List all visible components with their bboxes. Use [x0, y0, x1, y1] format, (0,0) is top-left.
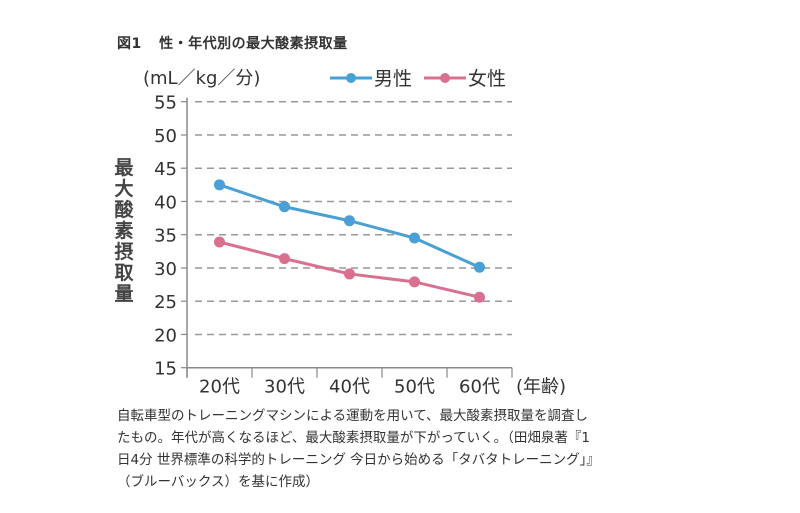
data-point-female: [279, 253, 290, 265]
series-group: [214, 179, 485, 303]
figure-number: 図1: [117, 36, 142, 52]
axes: [181, 97, 513, 378]
legend-male: 男性: [330, 64, 412, 91]
y-unit-label: (mL／kg／分): [143, 68, 261, 89]
x-axis-label: (年齢): [516, 377, 566, 398]
y-tick-label: 35: [154, 226, 177, 247]
x-tick-label: 30代: [264, 377, 305, 398]
y-axis-label: 最大酸素摂取量: [114, 157, 134, 305]
x-tick-label: 50代: [394, 377, 435, 398]
figure-caption: 自転車型のトレーニングマシンによる運動を用いて、最大酸素摂取量を調査したもの。年…: [117, 408, 594, 490]
legend-male-label: 男性: [374, 68, 413, 90]
data-point-female: [344, 268, 355, 280]
y-tick-label: 50: [154, 126, 177, 147]
x-tick-label: 20代: [199, 377, 240, 398]
y-tick-label: 15: [154, 359, 177, 380]
legend-female-label: 女性: [468, 68, 507, 90]
data-point-male: [279, 201, 290, 213]
legend-male-marker: [330, 72, 372, 83]
figure-title-text: 性・年代別の最大酸素摂取量: [159, 36, 348, 52]
data-point-female: [214, 236, 225, 248]
x-tick-label: 60代: [459, 377, 500, 398]
x-ticks: 20代 30代 40代 50代 60代 (年齢): [199, 377, 566, 398]
figure-title: 図1 性・年代別の最大酸素摂取量: [117, 33, 348, 53]
data-point-female: [474, 291, 485, 303]
legend-female: 女性: [424, 64, 506, 91]
y-ticks: 15 20 25 30 35 40 45 50 55: [154, 93, 177, 380]
y-tick-label: 25: [154, 292, 177, 313]
y-tick-label: 20: [154, 325, 177, 346]
legend-female-marker: [424, 72, 466, 83]
y-tick-label: 45: [154, 159, 177, 180]
data-point-male: [344, 215, 355, 227]
data-point-female: [409, 276, 420, 288]
grid-lines: [195, 100, 512, 336]
y-tick-label: 55: [154, 93, 177, 114]
data-point-male: [409, 232, 420, 244]
y-tick-label: 30: [154, 259, 177, 280]
y-tick-label: 40: [154, 192, 177, 213]
x-tick-label: 40代: [329, 377, 370, 398]
data-point-male: [474, 261, 485, 273]
data-point-male: [214, 179, 225, 191]
